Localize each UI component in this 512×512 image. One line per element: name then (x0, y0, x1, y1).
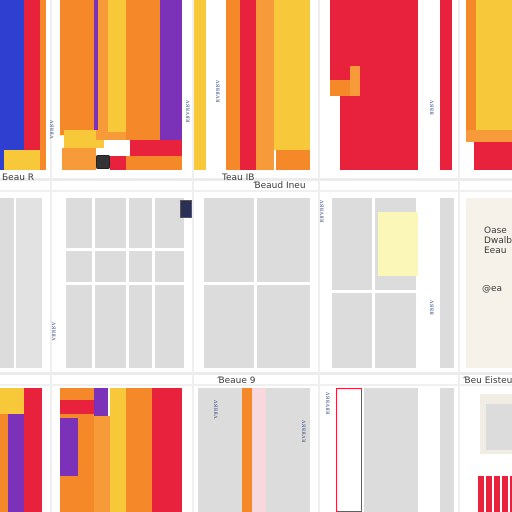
selection-frame[interactable] (336, 388, 362, 512)
tick-label: ᴧᴙᴚᴙᴧᴚ (214, 80, 222, 103)
tile-red (360, 0, 418, 170)
tick-label: ᴧᴙᴚᴙ (428, 100, 436, 116)
tick-label: ᴧᴙᴚᴧᴙᴚ (184, 100, 192, 123)
tile-orange (256, 0, 274, 170)
tile-yellow (108, 0, 126, 132)
tile-red (440, 0, 452, 170)
tick-label: ᴧᴙᴚᴙᴧ (48, 120, 56, 140)
tile-yellow (476, 0, 512, 130)
tile-orange (40, 0, 46, 170)
tile-purple (8, 414, 24, 512)
tick-label: ᴧᴙᴚᴙᴧ (212, 400, 220, 420)
grid-line-h1 (0, 178, 512, 181)
panel[interactable] (486, 404, 512, 450)
palette-icon[interactable] (96, 155, 110, 169)
tile-orange (126, 156, 182, 170)
side-note: Dwalb (484, 236, 512, 246)
tile-orange (62, 148, 96, 170)
tile-red (240, 0, 256, 170)
side-note: Eeau (484, 246, 507, 256)
tile-yellow (64, 130, 104, 148)
tile-red (24, 388, 42, 512)
panel[interactable] (440, 388, 454, 512)
tile-red (474, 142, 512, 170)
square-icon[interactable] (180, 200, 192, 218)
tile-orange (330, 80, 354, 96)
tile-purple (160, 0, 182, 140)
panel-divider (204, 282, 310, 285)
section-label: Ɓeu Eisteu (464, 376, 512, 386)
panel-divider (372, 198, 375, 368)
tile-red (152, 388, 182, 512)
panel[interactable] (440, 198, 454, 368)
tile-orange (126, 388, 152, 512)
grid-line-v4 (458, 0, 460, 512)
tile-red (24, 0, 40, 150)
tick-label: ᴧᴙᴚᴧᴙᴚ (324, 392, 332, 415)
tile-orange (0, 414, 8, 512)
tile-red (340, 96, 362, 170)
tile-red (130, 140, 182, 156)
grid-line-h3 (0, 372, 512, 375)
tick-label: ᴧᴙᴚᴙᴧ (50, 322, 58, 342)
tile-orange (276, 150, 310, 170)
grid-line-h2 (0, 190, 512, 192)
side-note: Oase (484, 226, 507, 236)
tile-purple (94, 0, 98, 130)
tile-purple (60, 418, 78, 476)
section-label: Ƃeau R (2, 173, 35, 183)
tile-yellow (110, 388, 126, 512)
tile-yellow (274, 0, 310, 150)
tick-label: ᴧᴙᴚᴙᴧᴚ (300, 420, 308, 443)
tile-yellow (0, 388, 24, 414)
tile-orange (60, 0, 96, 135)
tile-orange (226, 0, 240, 170)
tile-yellow (4, 150, 42, 170)
tile-orange (126, 0, 160, 140)
tile-yellow (194, 0, 206, 170)
tile-purple (94, 388, 108, 416)
panel-divider (66, 282, 184, 285)
side-note: @ea (482, 284, 503, 294)
tile-red (110, 156, 126, 170)
tile-blue (0, 0, 26, 170)
grid-line-h4 (0, 384, 512, 386)
panel-divider (66, 248, 184, 251)
panel[interactable] (14, 198, 42, 368)
panel[interactable] (0, 198, 14, 368)
grid-line-v1 (50, 0, 52, 512)
info-panel[interactable] (466, 198, 512, 368)
highlight-panel[interactable] (378, 212, 418, 276)
grid-line-v3 (318, 0, 320, 512)
grid-line-v2 (192, 0, 194, 512)
tile-red (60, 400, 94, 414)
tick-label: ᴧᴙᴚᴧᴙᴚ (318, 200, 326, 223)
section-label: Teau IB (222, 173, 255, 183)
tick-label: ᴧᴙᴚᴙ (428, 300, 436, 316)
section-label: Ɓeaud Ineu (254, 181, 306, 191)
panel-divider (332, 290, 416, 293)
tile-orange (466, 130, 512, 142)
grid-icon[interactable] (478, 476, 512, 512)
tile-orange (242, 388, 252, 512)
panel[interactable] (198, 388, 244, 512)
section-label: Ɓeaue 9 (218, 376, 256, 386)
panel[interactable] (252, 388, 266, 512)
panel[interactable] (266, 388, 310, 512)
panel[interactable] (364, 388, 418, 512)
